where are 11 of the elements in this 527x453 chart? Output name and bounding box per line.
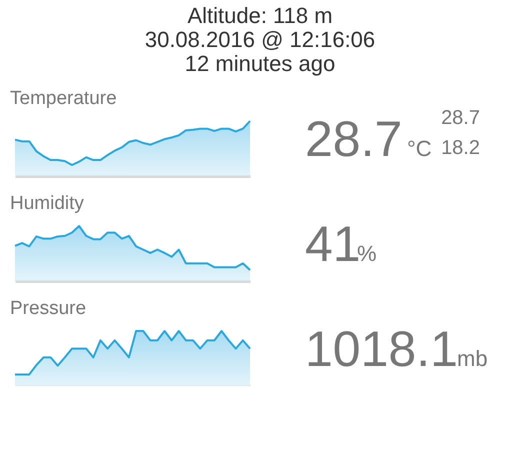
text: % <box>357 241 377 266</box>
chart-subtitle: Pressure <box>10 298 86 319</box>
text: mb <box>457 346 488 371</box>
text: 28.7 <box>441 107 480 129</box>
text: °C <box>407 136 432 161</box>
text: 1018.1 <box>305 321 458 377</box>
text: 28.7 <box>305 111 402 167</box>
chart-title: Altitude: 118 m 30.08.2016 @ 12:16:06 12 minutes ago <box>144 3 376 76</box>
text: 18.2 <box>441 137 480 159</box>
chart-subtitle: Humidity <box>10 193 84 214</box>
chart-subtitle: Temperature <box>10 88 117 109</box>
